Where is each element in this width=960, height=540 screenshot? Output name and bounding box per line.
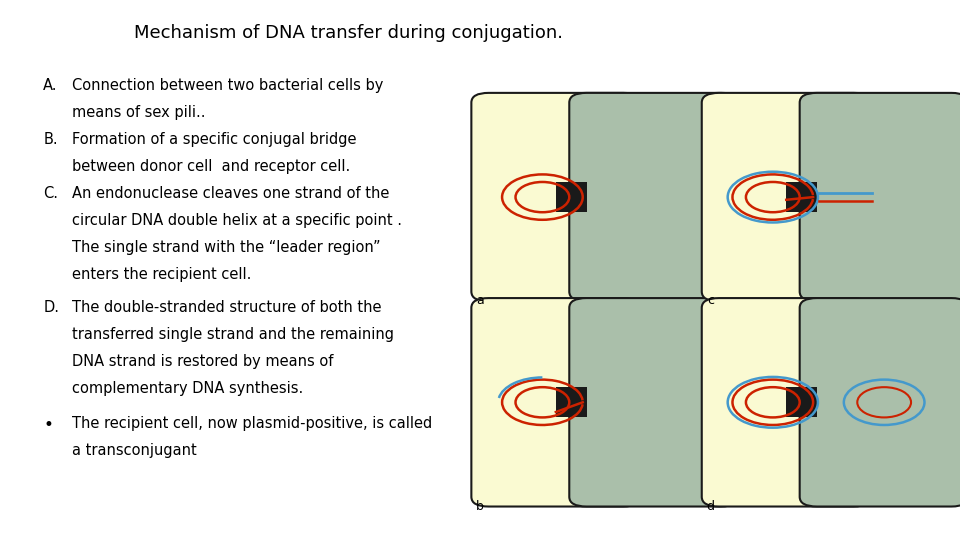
Text: b: b bbox=[476, 500, 484, 512]
FancyBboxPatch shape bbox=[569, 298, 738, 507]
Text: An endonuclease cleaves one strand of the: An endonuclease cleaves one strand of th… bbox=[72, 186, 390, 201]
Text: means of sex pili..: means of sex pili.. bbox=[72, 105, 205, 120]
Text: d: d bbox=[707, 500, 714, 512]
Text: The double-stranded structure of both the: The double-stranded structure of both th… bbox=[72, 300, 381, 315]
Text: C.: C. bbox=[43, 186, 59, 201]
Text: A.: A. bbox=[43, 78, 58, 93]
Bar bbox=[786, 182, 817, 212]
FancyBboxPatch shape bbox=[800, 93, 960, 301]
FancyBboxPatch shape bbox=[471, 93, 640, 301]
Text: circular DNA double helix at a specific point .: circular DNA double helix at a specific … bbox=[72, 213, 402, 228]
Text: transferred single strand and the remaining: transferred single strand and the remain… bbox=[72, 327, 394, 342]
Text: B.: B. bbox=[43, 132, 58, 147]
Bar bbox=[786, 387, 817, 417]
FancyBboxPatch shape bbox=[569, 93, 738, 301]
FancyBboxPatch shape bbox=[471, 298, 640, 507]
FancyBboxPatch shape bbox=[702, 93, 871, 301]
Text: Mechanism of DNA transfer during conjugation.: Mechanism of DNA transfer during conjuga… bbox=[134, 24, 564, 42]
Text: DNA strand is restored by means of: DNA strand is restored by means of bbox=[72, 354, 333, 369]
Text: a: a bbox=[476, 294, 484, 307]
Text: •: • bbox=[43, 416, 53, 434]
Text: enters the recipient cell.: enters the recipient cell. bbox=[72, 267, 252, 282]
Text: Formation of a specific conjugal bridge: Formation of a specific conjugal bridge bbox=[72, 132, 356, 147]
FancyBboxPatch shape bbox=[800, 298, 960, 507]
Text: between donor cell  and receptor cell.: between donor cell and receptor cell. bbox=[72, 159, 350, 174]
FancyBboxPatch shape bbox=[702, 298, 871, 507]
Text: Connection between two bacterial cells by: Connection between two bacterial cells b… bbox=[72, 78, 383, 93]
Bar bbox=[556, 182, 587, 212]
Bar bbox=[556, 387, 587, 417]
Text: D.: D. bbox=[43, 300, 60, 315]
Text: The recipient cell, now plasmid-positive, is called: The recipient cell, now plasmid-positive… bbox=[72, 416, 432, 431]
Text: a transconjugant: a transconjugant bbox=[72, 443, 197, 458]
Text: c: c bbox=[708, 294, 714, 307]
Text: The single strand with the “leader region”: The single strand with the “leader regio… bbox=[72, 240, 380, 255]
Text: complementary DNA synthesis.: complementary DNA synthesis. bbox=[72, 381, 303, 396]
